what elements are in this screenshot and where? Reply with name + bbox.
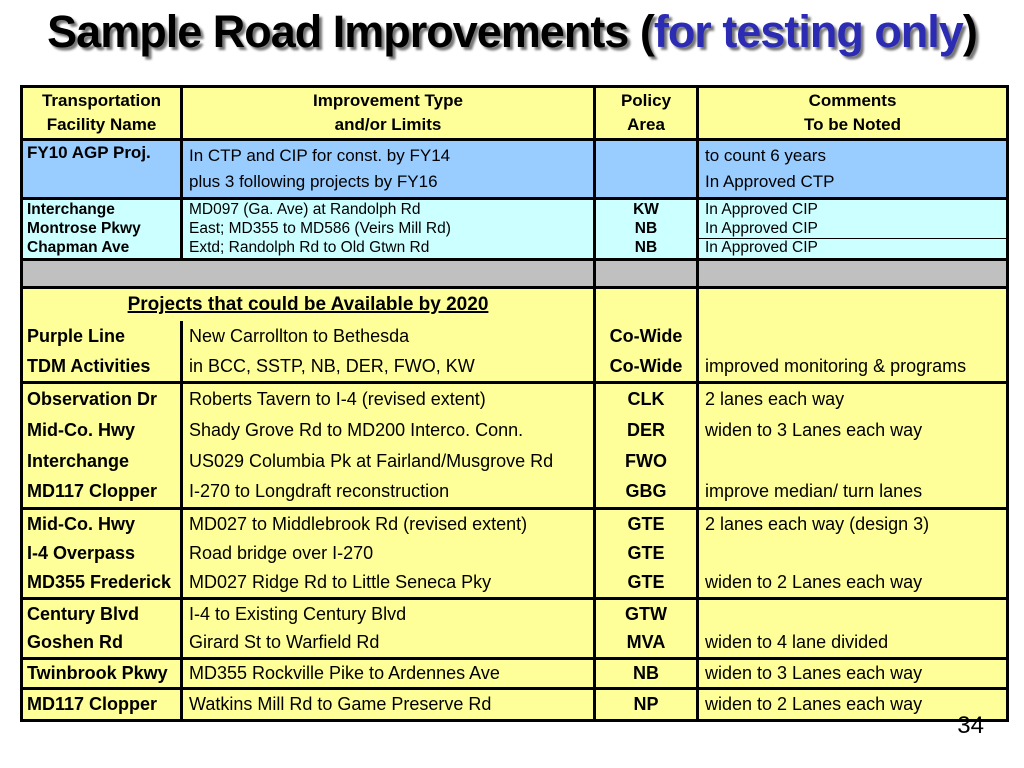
divider-cell <box>23 261 596 286</box>
facility-cell: Interchange <box>23 445 183 477</box>
facility-cell: Purple Line <box>23 321 183 351</box>
title-close-paren: ) <box>962 6 978 57</box>
policy-cell: GTW <box>596 600 699 629</box>
improvement-cell: MD097 (Ga. Ave) at Randolph Rd <box>183 200 596 220</box>
projects-block: Mid-Co. Hwy MD027 to Middlebrook Rd (rev… <box>23 510 1006 600</box>
facility-cell: Twinbrook Pkwy <box>23 660 183 687</box>
facility-cell: Mid-Co. Hwy <box>23 510 183 539</box>
comments-cell <box>699 600 1006 629</box>
header-improvement-type: Improvement Type and/or Limits <box>183 88 596 138</box>
facility-cell: I-4 Overpass <box>23 539 183 568</box>
improvement-cell: Girard St to Warfield Rd <box>183 628 596 657</box>
projects-block: MD117 Clopper Watkins Mill Rd to Game Pr… <box>23 690 1006 719</box>
policy-cell: FWO <box>596 445 699 477</box>
comments-cell: 2 lanes each way (design 3) <box>705 514 930 535</box>
facility-cell: MD355 Frederick <box>23 568 183 597</box>
projects-block: Observation Dr Roberts Tavern to I-4 (re… <box>23 384 1006 510</box>
comments-cell: 2 lanes each way <box>705 389 845 410</box>
policy-cell: MVA <box>596 628 699 657</box>
policy-cell <box>596 289 699 321</box>
divider-cell <box>699 261 1006 286</box>
page-number: 34 <box>957 712 984 739</box>
policy-cell: Co-Wide <box>596 351 699 381</box>
improvement-cell: MD027 Ridge Rd to Little Seneca Pky <box>183 568 596 597</box>
improvement-cell: in BCC, SSTP, NB, DER, FWO, KW <box>183 351 596 381</box>
table-header-row: Transportation Facility Name Improvement… <box>23 88 1006 141</box>
comments-cell: to count 6 years In Approved CTP <box>705 146 835 191</box>
policy-cell: Co-Wide <box>596 321 699 351</box>
improvement-cell: East; MD355 to MD586 (Veirs Mill Rd) <box>183 219 596 239</box>
header-facility-name: Transportation Facility Name <box>23 88 183 138</box>
policy-cell <box>596 141 699 197</box>
improvement-cell: Road bridge over I-270 <box>183 539 596 568</box>
facility-cell: Interchange <box>23 200 183 220</box>
policy-cell: KW <box>596 200 699 220</box>
improvement-cell: MD027 to Middlebrook Rd (revised extent) <box>183 510 596 539</box>
facility-cell: FY10 AGP Proj. <box>23 141 183 197</box>
comments-cell: In Approved CIP <box>705 239 818 257</box>
improvement-cell: MD355 Rockville Pike to Ardennes Ave <box>183 660 596 687</box>
policy-cell: GTE <box>596 510 699 539</box>
comments-cell: widen to 3 Lanes each way <box>705 419 923 440</box>
improvement-cell: Roberts Tavern to I-4 (revised extent) <box>183 384 596 415</box>
comments-cell <box>699 289 1006 321</box>
comments-cell <box>699 446 1006 477</box>
policy-cell: GBG <box>596 476 699 507</box>
section-header: Projects that could be Available by 2020 <box>23 289 596 321</box>
slide-title: Sample Road Improvements (for testing on… <box>0 6 1024 58</box>
facility-cell: Chapman Ave <box>23 238 183 258</box>
comments-cell: widen to 2 Lanes each way <box>705 694 923 715</box>
comments-cell <box>699 539 1006 568</box>
policy-cell: GTE <box>596 539 699 568</box>
title-accent-text: for testing only <box>653 6 964 57</box>
header-policy-area: Policy Area <box>596 88 699 138</box>
improvement-cell: US029 Columbia Pk at Fairland/Musgrove R… <box>183 445 596 477</box>
comments-cell: improve median/ turn lanes <box>705 481 923 502</box>
approved-cip-block: Interchange MD097 (Ga. Ave) at Randolph … <box>23 200 1006 261</box>
policy-cell: NB <box>596 238 699 258</box>
comments-cell: In Approved CIP <box>699 219 1006 239</box>
comments-cell: improved monitoring & programs <box>705 355 967 376</box>
projects-block: Twinbrook Pkwy MD355 Rockville Pike to A… <box>23 660 1006 690</box>
facility-cell: Mid-Co. Hwy <box>23 414 183 446</box>
projects-2020-block: Projects that could be Available by 2020… <box>23 289 1006 384</box>
comments-cell: widen to 4 lane divided <box>705 632 889 653</box>
facility-cell: TDM Activities <box>23 351 183 381</box>
improvement-cell: I-270 to Longdraft reconstruction <box>183 476 596 507</box>
facility-cell: MD117 Clopper <box>23 476 183 507</box>
policy-cell: NP <box>596 690 699 719</box>
policy-cell: NB <box>596 219 699 239</box>
projects-block: Century Blvd I-4 to Existing Century Blv… <box>23 600 1006 660</box>
divider-row <box>23 261 1006 289</box>
comments-cell: In Approved CIP <box>705 200 818 218</box>
policy-cell: CLK <box>596 384 699 415</box>
header-comments: Comments To be Noted <box>804 91 901 134</box>
title-main-text: Sample Road Improvements ( <box>47 6 655 57</box>
comments-cell: widen to 3 Lanes each way <box>705 663 923 684</box>
facility-cell: Century Blvd <box>23 600 183 629</box>
improvement-cell: New Carrollton to Bethesda <box>183 321 596 351</box>
improvement-cell: Extd; Randolph Rd to Old Gtwn Rd <box>183 238 596 258</box>
improvements-table: Transportation Facility Name Improvement… <box>20 85 1009 722</box>
improvement-cell: Watkins Mill Rd to Game Preserve Rd <box>183 690 596 719</box>
improvement-cell: Shady Grove Rd to MD200 Interco. Conn. <box>183 414 596 446</box>
policy-cell: NB <box>596 660 699 687</box>
facility-cell: Observation Dr <box>23 384 183 415</box>
improvement-cell: I-4 to Existing Century Blvd <box>183 600 596 629</box>
comments-cell: widen to 2 Lanes each way <box>705 572 923 593</box>
facility-cell: MD117 Clopper <box>23 690 183 719</box>
comments-cell <box>699 321 1006 351</box>
improvement-cell: In CTP and CIP for const. by FY14 plus 3… <box>183 141 596 197</box>
divider-cell <box>596 261 699 286</box>
approved-ctp-block: FY10 AGP Proj. In CTP and CIP for const.… <box>23 141 1006 200</box>
facility-cell: Montrose Pkwy <box>23 219 183 239</box>
policy-cell: DER <box>596 414 699 446</box>
policy-cell: GTE <box>596 568 699 597</box>
facility-cell: Goshen Rd <box>23 628 183 657</box>
